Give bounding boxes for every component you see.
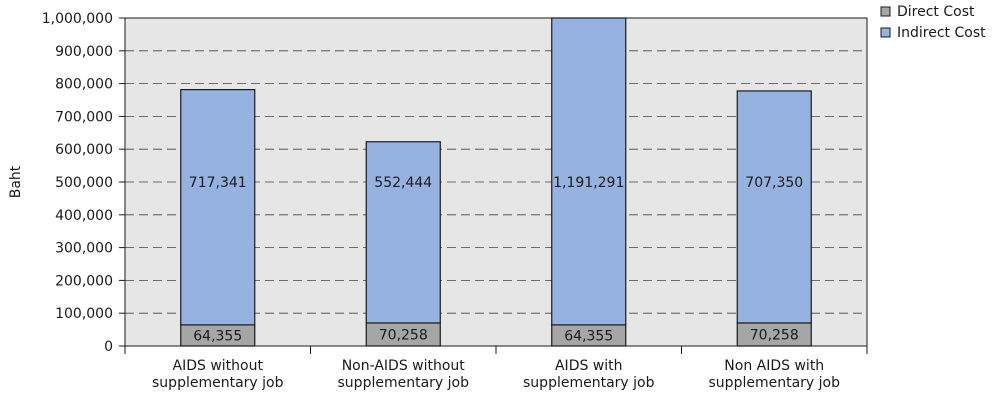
data-label: 717,341 [189,175,247,191]
y-tick-label: 700,000 [55,109,113,125]
legend-label: Indirect Cost [897,25,986,41]
x-axis: AIDS without supplementary job Non-AIDS wi… [124,345,868,391]
y-tick-label: 300,000 [55,241,113,257]
y-tick-label: 0 [104,339,113,355]
y-axis-label: Baht [8,165,24,198]
data-label: 70,258 [379,327,428,343]
y-tick-label: 500,000 [55,175,113,191]
y-tick-label: 600,000 [55,142,113,158]
y-tick-label: 100,000 [55,306,113,322]
bar-segment-indirect-cost [551,17,627,326]
x-category-label: Non AIDS with supplementary job [709,358,841,391]
data-label: 64,355 [564,328,613,344]
data-label: 64,355 [193,328,242,344]
bar-segment-indirect-cost [180,89,256,326]
y-tick-label: 1,000,000 [42,11,113,27]
legend-label: Direct Cost [897,4,975,20]
y-tick-label: 900,000 [55,44,113,60]
y-tick-label: 800,000 [55,77,113,93]
legend-swatch [880,27,891,38]
legend: Direct Cost Indirect Cost [880,4,986,41]
x-category-label: AIDS with supplementary job [523,358,655,391]
data-label: 707,350 [745,175,803,191]
bar-segment-indirect-cost [365,141,441,324]
data-label: 1,191,291 [553,175,624,191]
x-category-label: Non-AIDS without supplementary job [338,358,470,391]
legend-swatch [880,6,891,17]
x-category-label: AIDS without supplementary job [152,358,284,391]
y-tick-label: 400,000 [55,208,113,224]
bars [180,17,812,347]
data-label: 552,444 [374,175,432,191]
y-tick-label: 200,000 [55,273,113,289]
bar-labels: 64,355 717,341 70,258 552,444 64,355 1,191,29… [189,175,803,344]
bar-segment-indirect-cost [736,90,812,324]
y-axis: 0 100,000 200,000 300,000 400,000 500,000 600,… [42,11,125,355]
data-label: 70,258 [750,327,799,343]
